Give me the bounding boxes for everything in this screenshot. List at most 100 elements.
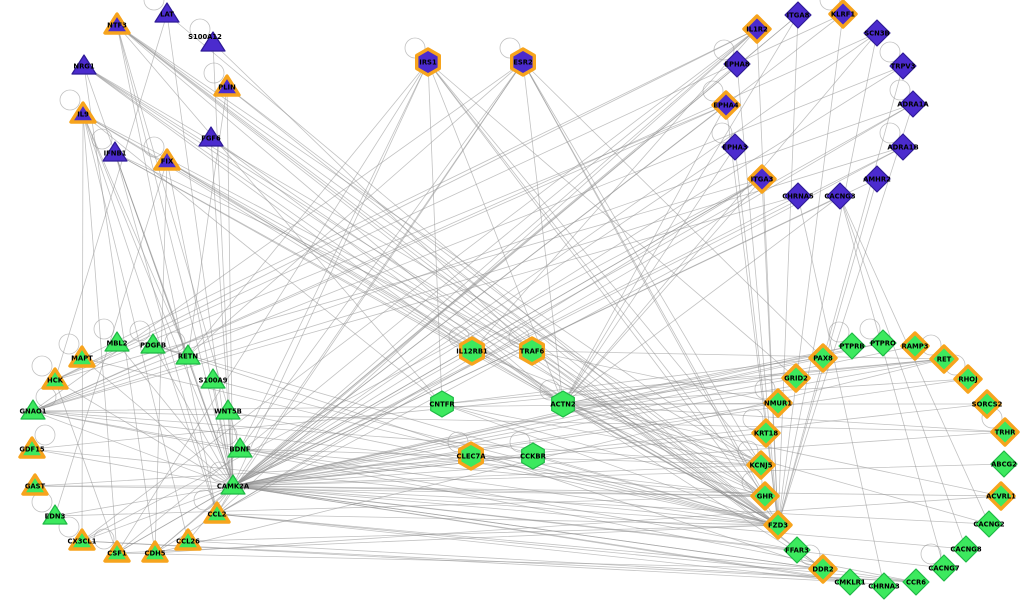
hexagon-shape (519, 336, 545, 366)
node-MAPT[interactable]: MAPT (68, 345, 96, 368)
edge-NTF3-CCL2 (116, 24, 218, 515)
node-AMHR2[interactable]: AMHR2 (863, 165, 891, 193)
node-CACNG7[interactable]: CACNG7 (928, 554, 960, 582)
node-ITGA3[interactable]: ITGA3 (747, 164, 777, 194)
edge-EPHA4-ACTN2 (562, 104, 727, 405)
triangle-shape (200, 31, 226, 52)
node-S100A9[interactable]: S100A9 (198, 368, 228, 389)
node-PLIN[interactable]: PLIN (213, 74, 241, 97)
node-CCR6[interactable]: CCR6 (902, 568, 930, 596)
edge-CAMK2A-ABCG2 (232, 463, 1005, 487)
node-GNAO1[interactable]: GNAO1 (19, 399, 47, 420)
node-CSF1[interactable]: CSF1 (103, 540, 131, 563)
node-ABCG2[interactable]: ABCG2 (990, 450, 1018, 478)
edge-CAMK2A-CACNG8 (232, 485, 967, 550)
node-IFNB1[interactable]: IFNB1 (102, 141, 128, 162)
node-IL1R2[interactable]: IL1R2 (742, 14, 772, 44)
node-CHRNA5[interactable]: CHRNA5 (782, 182, 814, 210)
node-LAT[interactable]: LAT (154, 2, 180, 23)
node-CACNG8[interactable]: CACNG8 (950, 535, 982, 563)
node-KLRF1[interactable]: KLRF1 (828, 0, 858, 29)
edge-CAMK2A-RET (232, 358, 945, 487)
edge-LAT-FZD3 (166, 13, 779, 526)
node-ITGA8[interactable]: ITGA8 (784, 1, 812, 29)
edge-ITGA8-FZD3 (777, 14, 799, 526)
node-CACNG2[interactable]: CACNG2 (973, 510, 1005, 538)
node-CCL2[interactable]: CCL2 (203, 501, 231, 524)
node-CLEC7A[interactable]: CLEC7A (457, 441, 487, 471)
diamond-shape (863, 165, 891, 193)
node-NRG1[interactable]: NRG1 (71, 54, 97, 75)
node-ACVRL1[interactable]: ACVRL1 (986, 481, 1016, 511)
node-FGF6[interactable]: FGF6 (198, 126, 224, 147)
edge-SCN3B-ACTN2 (562, 32, 878, 405)
node-ESR2[interactable]: ESR2 (510, 47, 536, 77)
node-CMKLR1[interactable]: CMKLR1 (834, 568, 866, 596)
node-GDF15[interactable]: GDF15 (18, 436, 46, 459)
node-GHR[interactable]: GHR (750, 481, 780, 511)
edge-CAMK2A-GRID2 (232, 377, 797, 487)
edge-ESR2-BDNF (239, 61, 524, 450)
node-IL12RB1[interactable]: IL12RB1 (456, 336, 488, 366)
node-S100A12[interactable]: S100A12 (188, 31, 226, 52)
edge-CDH5-ACVRL1 (154, 495, 1002, 554)
node-TRPV3[interactable]: TRPV3 (889, 52, 917, 80)
edge-CAMK2A-FZD3 (232, 485, 779, 526)
node-NTF3[interactable]: NTF3 (103, 12, 131, 35)
self-loop-KLRF1 (819, 0, 841, 11)
node-SORCS2[interactable]: SORCS2 (972, 389, 1003, 419)
node-CNTFR[interactable]: CNTFR (429, 390, 455, 418)
edge-SCN3B-CAMK2A (232, 32, 878, 487)
node-RET[interactable]: RET (929, 344, 959, 374)
edge-IL9-FZD3 (82, 113, 779, 526)
node-IL9[interactable]: IL9 (69, 101, 97, 124)
edge-CAMK2A-DDR2 (232, 485, 824, 570)
node-PTPRB[interactable]: PTPRB (838, 332, 866, 360)
edge-TRPV3-FZD3 (777, 65, 904, 526)
edge-IL9-IL12RB1 (82, 113, 473, 352)
node-IRS1[interactable]: IRS1 (415, 47, 441, 77)
edge-IRS1-CNTFR (427, 61, 443, 405)
node-ADRA1A[interactable]: ADRA1A (897, 90, 929, 118)
triangle-shape (200, 368, 226, 389)
node-PTPRO[interactable]: PTPRO (869, 329, 897, 357)
node-ADRA1B[interactable]: ADRA1B (887, 133, 919, 161)
node-KRT18[interactable]: KRT18 (751, 418, 781, 448)
node-HCK[interactable]: HCK (41, 367, 69, 390)
node-TRAF6[interactable]: TRAF6 (519, 336, 545, 366)
diamond-shape (750, 481, 780, 511)
edge-ACTN2-RHOJ (562, 378, 969, 405)
edge-WNT5B-FZD3 (227, 410, 779, 526)
edge-GDF15-CAMK2A (31, 448, 234, 487)
triangle-shape (68, 528, 96, 551)
node-MBL2[interactable]: MBL2 (104, 331, 130, 352)
edge-IRS1-CAMK2A (232, 61, 429, 487)
edge-IFNB1-IL12RB1 (114, 152, 473, 352)
edge-LAT-CAMK2A (166, 13, 234, 487)
triangle-shape (18, 436, 46, 459)
node-FZD3[interactable]: FZD3 (763, 510, 793, 540)
hexagon-shape (415, 47, 441, 77)
node-GAST[interactable]: GAST (21, 473, 49, 496)
node-FFAR3[interactable]: FFAR3 (783, 536, 811, 564)
diamond-shape (863, 19, 891, 47)
hexagon-shape (510, 47, 536, 77)
edge-NRG1-CDH5 (83, 65, 156, 554)
node-TRHR[interactable]: TRHR (990, 417, 1020, 447)
self-loop-LAT (143, 0, 165, 11)
node-FIX[interactable]: FIX (153, 148, 181, 171)
edge-CAMK2A-SORCS2 (232, 403, 988, 487)
node-CCKBR[interactable]: CCKBR (520, 442, 547, 470)
node-EPHA3[interactable]: EPHA3 (721, 133, 749, 161)
edge-TRAF6-RET (531, 350, 945, 360)
edge-IL9-CCL2 (82, 113, 218, 515)
triangle-shape (215, 399, 241, 420)
triangle-shape (102, 141, 128, 162)
edge-IL9-CCL26 (82, 113, 189, 542)
node-RHOJ[interactable]: RHOJ (953, 364, 983, 394)
edge-CAMK2A-KCNJ5 (232, 464, 762, 487)
node-SCN3B[interactable]: SCN3B (863, 19, 891, 47)
node-CHRNA3[interactable]: CHRNA3 (868, 572, 900, 600)
node-EPHA4[interactable]: EPHA4 (711, 90, 741, 120)
